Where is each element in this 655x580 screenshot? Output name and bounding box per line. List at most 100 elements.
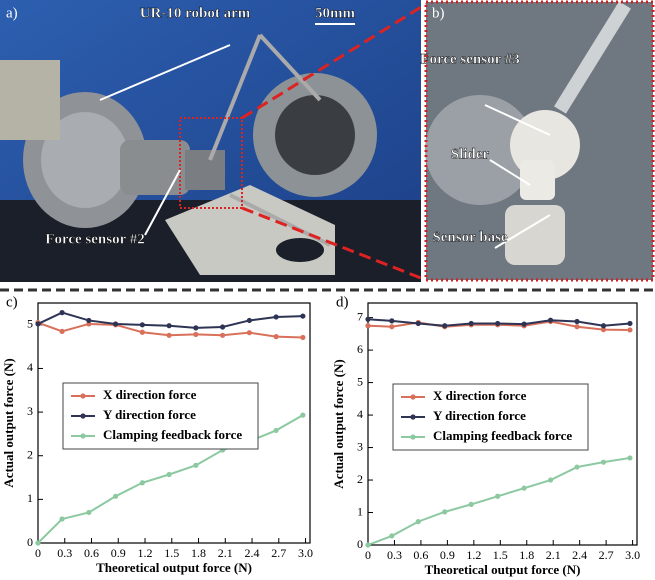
legend-label: Clamping feedback force (433, 428, 572, 443)
point (522, 322, 527, 327)
point (193, 332, 198, 337)
y-axis-label: Actual output force (N) (331, 359, 346, 488)
point (247, 318, 252, 323)
point (35, 540, 40, 545)
y-axis-label: Actual output force (N) (1, 358, 16, 487)
point (247, 330, 252, 335)
point (193, 325, 198, 330)
x-tick-label: 3.0 (298, 546, 313, 560)
point (220, 333, 225, 338)
legend-marker (410, 434, 415, 439)
y-tick-label: 2 (27, 447, 33, 461)
x-axis-label: Theoretical output force (N) (96, 560, 252, 575)
point (574, 324, 579, 329)
x-tick-label: 1.2 (138, 546, 153, 560)
point (113, 494, 118, 499)
point (220, 324, 225, 329)
x-tick-label: 2.7 (271, 546, 286, 560)
x-tick-label: 1.5 (164, 546, 179, 560)
point (140, 322, 145, 327)
point (416, 519, 421, 524)
x-axis-label: Theoretical output force (N) (425, 562, 581, 577)
point (548, 477, 553, 482)
x-tick-label: 0.3 (57, 546, 72, 560)
photo-a: a) UR-10 robot arm 50mm Force sensor #2 (0, 0, 426, 282)
y-tick-label: 3 (27, 404, 33, 418)
x-tick-label: 1.8 (191, 546, 206, 560)
point (469, 321, 474, 326)
point (193, 463, 198, 468)
point (274, 314, 279, 319)
legend-label: X direction force (433, 388, 527, 403)
annotation: Sensor base (432, 229, 507, 245)
annotation: Slider (451, 146, 490, 162)
point (86, 318, 91, 323)
point (389, 318, 394, 323)
x-tick-label: 1.8 (519, 548, 534, 562)
series-line (368, 458, 630, 545)
legend-marker (410, 414, 415, 419)
annotation: UR-10 robot arm (140, 5, 251, 21)
y-tick-label: 7 (357, 309, 363, 323)
point (59, 329, 64, 334)
point (389, 324, 394, 329)
point (601, 460, 606, 465)
point (574, 464, 579, 469)
point (495, 321, 500, 326)
y-tick-label: 3 (357, 439, 363, 453)
x-tick-label: 0.3 (387, 548, 402, 562)
x-tick-label: 0 (365, 548, 371, 562)
panel-label: d) (336, 294, 349, 310)
point (140, 480, 145, 485)
x-tick-label: 1.2 (466, 548, 481, 562)
point (627, 327, 632, 332)
panel-label: c) (6, 294, 18, 310)
point (416, 321, 421, 326)
panel-label: a) (6, 5, 18, 21)
figure: a) UR-10 robot arm 50mm Force sensor #2 … (0, 0, 655, 580)
photo-b: b) Force sensor #3 Slider Sensor base (420, 2, 653, 280)
x-tick-label: 0 (35, 546, 41, 560)
x-tick-label: 2.1 (218, 546, 233, 560)
y-tick-label: 6 (357, 342, 363, 356)
x-tick-label: 2.1 (546, 548, 561, 562)
point (442, 323, 447, 328)
point (365, 542, 370, 547)
y-tick-label: 1 (357, 504, 363, 518)
y-tick-label: 4 (27, 360, 33, 374)
y-tick-label: 2 (357, 472, 363, 486)
legend-marker (80, 433, 85, 438)
point (166, 333, 171, 338)
point (140, 330, 145, 335)
legend-label: Clamping feedback force (103, 427, 242, 442)
x-tick-label: 2.4 (572, 548, 587, 562)
point (365, 323, 370, 328)
point (469, 502, 474, 507)
x-tick-label: 2.7 (599, 548, 614, 562)
point (300, 313, 305, 318)
legend-marker (80, 393, 85, 398)
point (86, 510, 91, 515)
point (442, 509, 447, 514)
x-tick-label: 0.9 (440, 548, 455, 562)
point (113, 321, 118, 326)
point (300, 413, 305, 418)
y-tick-label: 0 (357, 537, 363, 551)
x-tick-label: 1.5 (493, 548, 508, 562)
point (627, 455, 632, 460)
legend-marker (410, 394, 415, 399)
panel-label: b) (432, 5, 445, 21)
y-tick-label: 5 (357, 374, 363, 388)
point (522, 486, 527, 491)
point (274, 428, 279, 433)
x-tick-label: 0.9 (111, 546, 126, 560)
point (300, 335, 305, 340)
point (548, 318, 553, 323)
point (166, 472, 171, 477)
legend-marker (80, 413, 85, 418)
point (574, 319, 579, 324)
legend-label: Y direction force (103, 407, 196, 422)
point (495, 494, 500, 499)
legend-label: Y direction force (433, 408, 526, 423)
point (389, 533, 394, 538)
